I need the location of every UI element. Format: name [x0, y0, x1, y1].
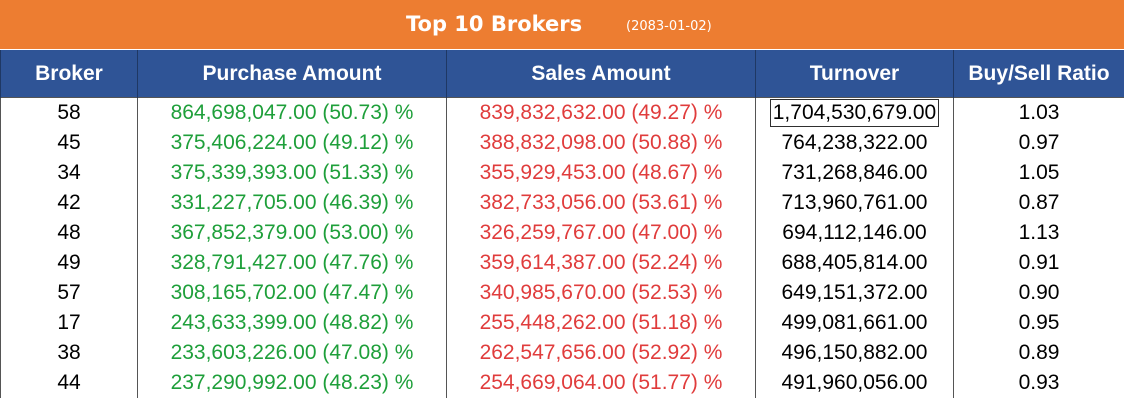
table-row: 49 328,791,427.00 (47.76) % 359,614,387.00…	[0, 248, 1124, 278]
sales-amount-cell: 262,547,656.00 (52.92) %	[446, 338, 756, 368]
broker-cell: 57	[0, 278, 138, 308]
turnover-cell: 764,238,322.00	[755, 128, 954, 158]
buy-sell-ratio-cell: 0.90	[953, 278, 1124, 308]
purchase-amount-cell: 864,698,047.00 (50.73) %	[137, 97, 447, 128]
table-row: 38 233,603,226.00 (47.08) % 262,547,656.00…	[0, 338, 1124, 368]
broker-cell: 42	[0, 188, 138, 218]
broker-cell: 38	[0, 338, 138, 368]
table-row: 58 864,698,047.00 (50.73) % 839,832,632.00…	[0, 97, 1124, 128]
header-broker: Broker	[0, 50, 138, 98]
purchase-amount-cell: 328,791,427.00 (47.76) %	[137, 248, 447, 278]
header-sales-amount: Sales Amount	[446, 50, 756, 98]
buy-sell-ratio-cell: 1.13	[953, 218, 1124, 248]
purchase-amount-cell: 233,603,226.00 (47.08) %	[137, 338, 447, 368]
brokers-table: Broker Purchase Amount Sales Amount Turn…	[0, 50, 1124, 398]
table-body: 58 864,698,047.00 (50.73) % 839,832,632.00…	[0, 97, 1124, 398]
buy-sell-ratio-cell: 0.95	[953, 308, 1124, 338]
turnover-cell: 731,268,846.00	[755, 158, 954, 188]
turnover-cell: 496,150,882.00	[755, 338, 954, 368]
turnover-cell: 1,704,530,679.00	[755, 97, 954, 128]
sales-amount-cell: 255,448,262.00 (51.18) %	[446, 308, 756, 338]
table-title: Top 10 Brokers	[406, 12, 583, 36]
turnover-cell: 713,960,761.00	[755, 188, 954, 218]
table-row: 57 308,165,702.00 (47.47) % 340,985,670.00…	[0, 278, 1124, 308]
buy-sell-ratio-cell: 0.97	[953, 128, 1124, 158]
sales-amount-cell: 388,832,098.00 (50.88) %	[446, 128, 756, 158]
purchase-amount-cell: 375,406,224.00 (49.12) %	[137, 128, 447, 158]
header-row: Broker Purchase Amount Sales Amount Turn…	[0, 50, 1124, 98]
purchase-amount-cell: 331,227,705.00 (46.39) %	[137, 188, 447, 218]
buy-sell-ratio-cell: 1.03	[953, 97, 1124, 128]
sales-amount-cell: 340,985,670.00 (52.53) %	[446, 278, 756, 308]
purchase-amount-cell: 237,290,992.00 (48.23) %	[137, 368, 447, 398]
broker-cell: 17	[0, 308, 138, 338]
purchase-amount-cell: 308,165,702.00 (47.47) %	[137, 278, 447, 308]
header-buy-sell-ratio: Buy/Sell Ratio	[953, 50, 1124, 98]
purchase-amount-cell: 375,339,393.00 (51.33) %	[137, 158, 447, 188]
broker-cell: 34	[0, 158, 138, 188]
table-row: 17 243,633,399.00 (48.82) % 255,448,262.00…	[0, 308, 1124, 338]
turnover-cell: 649,151,372.00	[755, 278, 954, 308]
sales-amount-cell: 359,614,387.00 (52.24) %	[446, 248, 756, 278]
table-row: 45 375,406,224.00 (49.12) % 388,832,098.00…	[0, 128, 1124, 158]
table-row: 48 367,852,379.00 (53.00) % 326,259,767.00…	[0, 218, 1124, 248]
purchase-amount-cell: 367,852,379.00 (53.00) %	[137, 218, 447, 248]
sales-amount-cell: 254,669,064.00 (51.77) %	[446, 368, 756, 398]
buy-sell-ratio-cell: 0.89	[953, 338, 1124, 368]
sales-amount-cell: 839,832,632.00 (49.27) %	[446, 97, 756, 128]
buy-sell-ratio-cell: 0.87	[953, 188, 1124, 218]
header-turnover: Turnover	[755, 50, 954, 98]
purchase-amount-cell: 243,633,399.00 (48.82) %	[137, 308, 447, 338]
sales-amount-cell: 382,733,056.00 (53.61) %	[446, 188, 756, 218]
turnover-cell: 491,960,056.00	[755, 368, 954, 398]
table-row: 44 237,290,992.00 (48.23) % 254,669,064.00…	[0, 368, 1124, 398]
sales-amount-cell: 355,929,453.00 (48.67) %	[446, 158, 756, 188]
turnover-cell: 499,081,661.00	[755, 308, 954, 338]
broker-cell: 49	[0, 248, 138, 278]
turnover-value: 1,704,530,679.00	[769, 99, 940, 127]
table-date: (2083-01-02)	[626, 19, 712, 34]
table-row: 34 375,339,393.00 (51.33) % 355,929,453.00…	[0, 158, 1124, 188]
turnover-cell: 688,405,814.00	[755, 248, 954, 278]
title-banner: Top 10 Brokers (2083-01-02)	[0, 0, 1124, 49]
table-row: 42 331,227,705.00 (46.39) % 382,733,056.00…	[0, 188, 1124, 218]
buy-sell-ratio-cell: 0.93	[953, 368, 1124, 398]
header-purchase-amount: Purchase Amount	[137, 50, 447, 98]
sales-amount-cell: 326,259,767.00 (47.00) %	[446, 218, 756, 248]
buy-sell-ratio-cell: 1.05	[953, 158, 1124, 188]
turnover-cell: 694,112,146.00	[755, 218, 954, 248]
broker-cell: 48	[0, 218, 138, 248]
broker-cell: 45	[0, 128, 138, 158]
buy-sell-ratio-cell: 0.91	[953, 248, 1124, 278]
broker-cell: 58	[0, 97, 138, 128]
broker-cell: 44	[0, 368, 138, 398]
